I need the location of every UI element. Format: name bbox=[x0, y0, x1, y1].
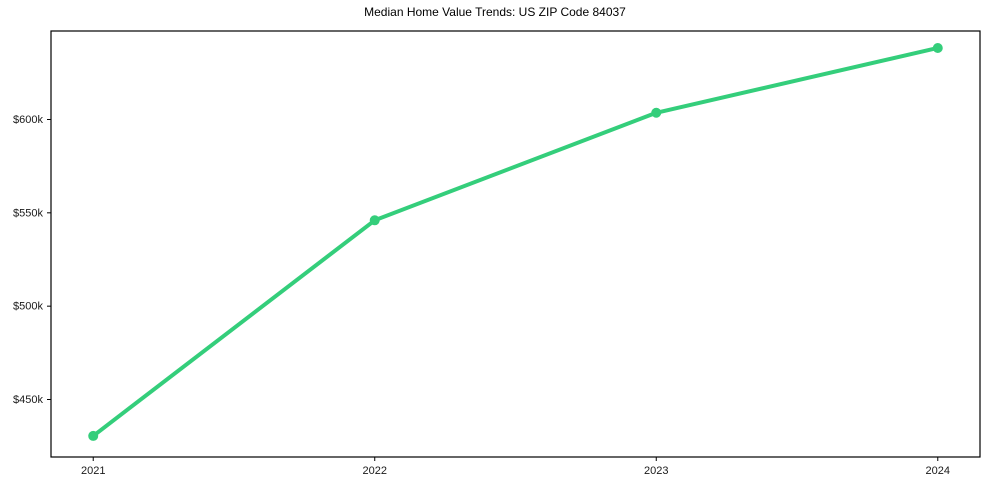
x-tick-label: 2021 bbox=[81, 465, 105, 477]
plot-border bbox=[50, 30, 981, 458]
y-tick-label: $600k bbox=[13, 114, 43, 126]
data-point-2023 bbox=[651, 107, 662, 118]
data-point-2021 bbox=[88, 430, 99, 441]
y-tick-label: $550k bbox=[13, 207, 43, 219]
chart-title: Median Home Value Trends: US ZIP Code 84… bbox=[364, 5, 626, 19]
y-tick-label: $500k bbox=[13, 301, 43, 313]
x-tick-label: 2023 bbox=[644, 465, 668, 477]
y-tick-label: $450k bbox=[13, 394, 43, 406]
data-point-2024 bbox=[932, 42, 943, 53]
x-tick-label: 2024 bbox=[926, 465, 950, 477]
trend-line bbox=[91, 45, 940, 438]
x-tick-label: 2022 bbox=[363, 465, 387, 477]
data-point-2022 bbox=[369, 215, 380, 226]
